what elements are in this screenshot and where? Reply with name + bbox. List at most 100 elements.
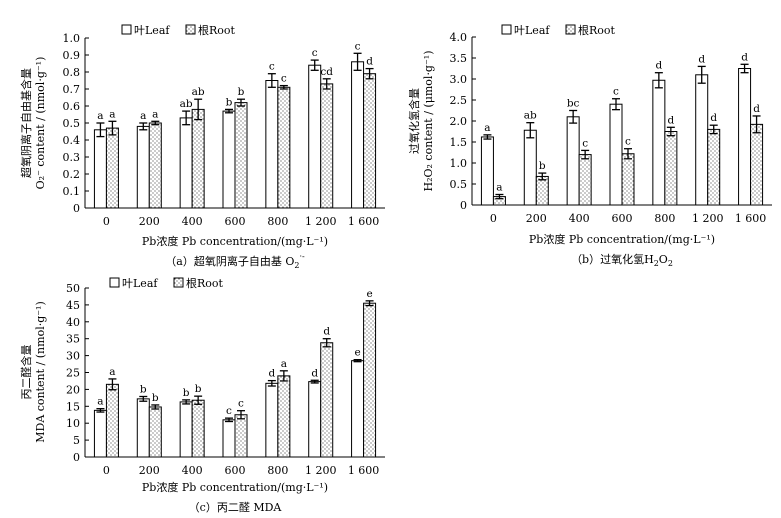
y-tick-label: 1.0 — [63, 32, 81, 45]
bar-root — [234, 102, 248, 209]
bar-leaf — [351, 61, 365, 209]
bar-leaf — [738, 68, 752, 206]
significance-label: b — [183, 387, 190, 399]
x-tick-label: 800 — [267, 464, 288, 477]
legend-label-root: 根Root — [198, 23, 236, 37]
legend-swatch-leaf — [109, 277, 120, 288]
legend-swatch-leaf — [121, 24, 132, 35]
x-tick-label: 400 — [569, 212, 590, 225]
bar-root — [750, 123, 764, 206]
significance-label: a — [140, 110, 146, 122]
significance-label: a — [484, 122, 490, 134]
bar-leaf — [308, 64, 322, 209]
bar-root — [191, 108, 205, 209]
significance-label: d — [698, 53, 705, 65]
bar-root — [277, 375, 291, 458]
x-tick-label: 0 — [490, 212, 497, 225]
bar-leaf — [136, 398, 150, 458]
legend-label-root: 根Root — [186, 276, 224, 290]
y-tick-label: 1.0 — [450, 157, 468, 170]
bar-root — [320, 83, 334, 209]
x-tick-label: 0 — [103, 464, 110, 477]
y-axis-label-cn: 超氧阴离子自由基含量 — [19, 68, 33, 178]
x-tick-label: 200 — [526, 212, 547, 225]
bar-leaf — [695, 74, 709, 206]
x-tick-label: 0 — [103, 215, 110, 228]
significance-label: ab — [524, 110, 537, 122]
bar-leaf — [265, 382, 279, 458]
chart-b: 0 0.5 1.0 1.5 2.0 2.5 3.0 3.5 4.0 0 a a 200 ab b 400 bc c… — [407, 23, 772, 268]
significance-label: a — [97, 110, 103, 122]
bar-leaf — [93, 129, 107, 209]
bar-root — [148, 122, 162, 209]
significance-label: a — [496, 182, 502, 194]
y-axis-label: 超氧阴离子自由基含量 O₂⁻ content / (nmol·g⁻¹) — [19, 57, 47, 190]
y-tick-label: 15 — [66, 400, 80, 413]
y-tick-label: 0.3 — [63, 151, 81, 164]
significance-label: c — [238, 398, 244, 410]
legend-label-root: 根Root — [578, 23, 616, 37]
bar-leaf — [265, 80, 279, 209]
caption: （a）超氧阴离子自由基 O2·- — [165, 252, 305, 270]
significance-label: bc — [567, 98, 580, 110]
y-tick-label: 2.5 — [450, 94, 468, 107]
legend-swatch-root — [185, 24, 196, 35]
legend: 叶Leaf 根Root — [501, 23, 616, 37]
x-tick-label: 1 200 — [305, 215, 337, 228]
y-tick-label: 2.0 — [450, 115, 468, 128]
y-axis-label: 过氧化氢含量 H₂O₂ content / (μmol·g⁻¹) — [407, 51, 435, 192]
y-tick-label: 20 — [66, 383, 80, 396]
x-tick-label: 200 — [139, 215, 160, 228]
y-tick-label: 1.5 — [450, 136, 468, 149]
y-tick-label: 3.0 — [450, 73, 468, 86]
significance-label: a — [109, 366, 115, 378]
y-tick-label: 0 — [460, 199, 467, 212]
bar-leaf — [179, 401, 193, 458]
x-axis-label: Pb浓度 Pb concentration/(mg·L⁻¹) — [529, 232, 715, 246]
bar-leaf — [136, 125, 150, 209]
bar-leaf — [523, 129, 537, 206]
bar-leaf — [308, 381, 322, 458]
legend-label-leaf: 叶Leaf — [122, 277, 158, 290]
x-tick-label: 800 — [267, 215, 288, 228]
legend: 叶Leaf 根Root — [121, 23, 236, 37]
bar-root — [320, 342, 334, 458]
bar-root — [363, 302, 377, 458]
bar-root — [234, 414, 248, 458]
y-tick-label: 50 — [66, 282, 80, 295]
y-tick-label: 0.9 — [63, 49, 81, 62]
bar-root — [105, 127, 119, 209]
bar-leaf — [652, 79, 666, 206]
y-tick-label: 0.5 — [450, 178, 468, 191]
bar-root — [105, 383, 119, 458]
bar-leaf — [609, 103, 623, 206]
significance-label: b — [238, 86, 245, 98]
y-tick-label: 0.7 — [63, 83, 81, 96]
bar-leaf — [480, 136, 494, 206]
significance-label: c — [613, 86, 619, 98]
significance-label: b — [152, 392, 159, 404]
significance-label: a — [152, 108, 158, 120]
significance-label: a — [281, 358, 287, 370]
bar-root — [363, 73, 377, 209]
significance-label: ab — [180, 98, 193, 110]
significance-label: d — [667, 114, 674, 126]
x-tick-label: 1 200 — [692, 212, 724, 225]
bar-leaf — [222, 419, 236, 458]
significance-label: d — [366, 56, 373, 68]
y-tick-label: 5 — [73, 434, 80, 447]
bar-root — [578, 154, 592, 206]
x-tick-label: 200 — [139, 464, 160, 477]
x-tick-label: 1 600 — [348, 464, 380, 477]
x-tick-label: 1 600 — [348, 215, 380, 228]
y-tick-label: 45 — [66, 299, 80, 312]
legend: 叶Leaf 根Root — [109, 276, 224, 290]
y-tick-label: 0.4 — [63, 134, 81, 147]
significance-label: c — [355, 40, 361, 52]
significance-label: cd — [320, 66, 333, 78]
x-axis-label: Pb浓度 Pb concentration/(mg·L⁻¹) — [142, 234, 328, 248]
y-axis-label-en: H₂O₂ content / (μmol·g⁻¹) — [422, 51, 435, 192]
y-tick-label: 4.0 — [450, 31, 468, 44]
y-tick-label: 35 — [66, 333, 80, 346]
